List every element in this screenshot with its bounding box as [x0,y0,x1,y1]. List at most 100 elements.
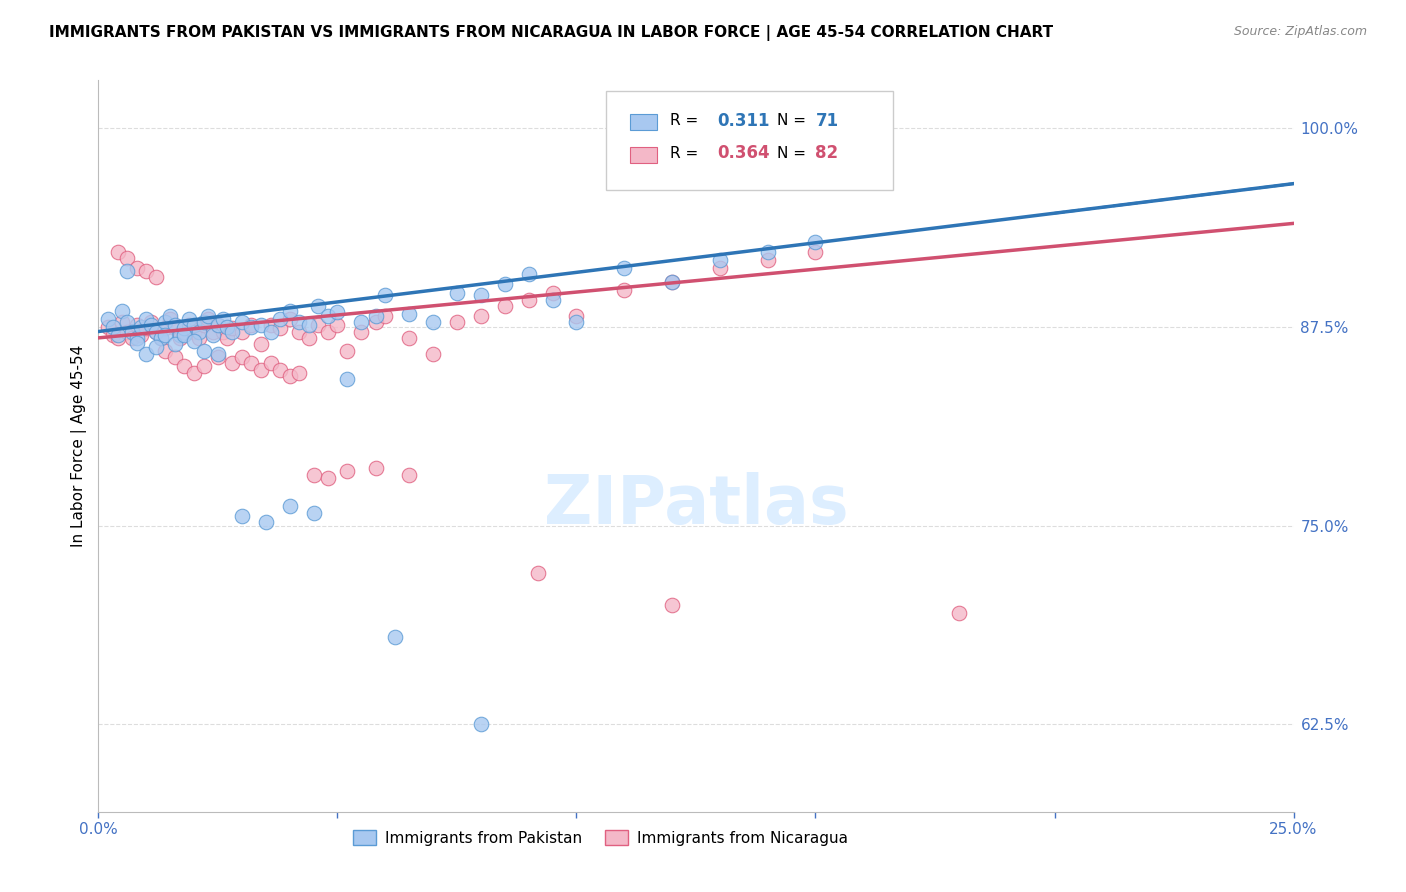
Point [111,315,134,329]
Point [107,331,129,345]
Legend: Immigrants from Pakistan, Immigrants from Nicaragua: Immigrants from Pakistan, Immigrants fro… [347,823,853,852]
Point [374,309,396,323]
Point [288,366,311,380]
Point [307,299,329,313]
Point [202,327,225,342]
Point [269,321,291,335]
Point [446,286,468,301]
Point [661,275,683,289]
Point [169,331,191,345]
Y-axis label: In Labor Force | Age 45-54: In Labor Force | Age 45-54 [72,345,87,547]
Point [613,283,636,297]
Point [278,303,301,318]
Point [155,315,177,329]
Point [326,305,349,319]
Point [804,235,827,250]
Point [541,293,564,307]
Point [517,293,540,307]
Point [145,325,167,339]
Point [115,315,138,329]
Point [107,245,129,260]
Point [240,318,263,333]
Point [101,327,124,342]
Point [169,327,191,342]
Point [207,318,229,333]
Point [316,325,339,339]
Point [398,331,420,345]
Point [250,318,273,333]
Text: ZIPatlas: ZIPatlas [544,472,848,538]
Point [159,309,181,323]
Point [135,321,157,335]
Point [446,315,468,329]
Point [517,267,540,281]
Point [115,252,138,266]
Point [197,311,219,326]
Point [163,350,186,364]
Point [422,347,444,361]
Bar [630,114,657,130]
Point [121,331,143,345]
Point [115,264,138,278]
Point [211,325,233,339]
Point [135,264,157,278]
Point [384,630,406,644]
Point [173,359,195,374]
Point [302,467,325,482]
Point [97,319,120,334]
Point [145,270,167,285]
Point [565,315,588,329]
Point [804,245,827,260]
Point [565,309,588,323]
Point [661,275,683,289]
Point [269,311,291,326]
Text: Source: ZipAtlas.com: Source: ZipAtlas.com [1233,25,1367,38]
Point [155,327,177,342]
Point [221,325,243,339]
Point [326,318,349,333]
Point [278,500,301,514]
Point [163,337,186,351]
Point [298,318,321,333]
Point [231,325,253,339]
Point [259,318,281,333]
Text: 0.311: 0.311 [717,112,770,129]
Point [183,318,205,333]
Point [350,315,373,329]
Point [316,471,339,485]
Point [278,311,301,326]
Point [159,311,181,326]
Point [179,318,201,333]
Text: R =: R = [669,146,703,161]
Point [145,340,167,354]
Point [211,311,233,326]
Point [231,508,253,523]
Text: IMMIGRANTS FROM PAKISTAN VS IMMIGRANTS FROM NICARAGUA IN LABOR FORCE | AGE 45-54: IMMIGRANTS FROM PAKISTAN VS IMMIGRANTS F… [49,25,1053,41]
Point [288,315,311,329]
Point [948,606,970,620]
Point [756,252,779,267]
Point [121,325,143,339]
Point [364,309,387,323]
Point [139,318,162,333]
Point [217,319,239,334]
Point [135,347,157,361]
Point [139,315,162,329]
Point [350,325,373,339]
Point [125,335,148,350]
Point [336,343,359,358]
Point [207,350,229,364]
Text: 82: 82 [815,145,838,162]
Point [494,277,516,291]
Point [163,321,186,335]
Point [398,467,420,482]
Point [288,325,311,339]
Point [336,372,359,386]
Point [115,325,138,339]
Point [183,366,205,380]
Point [661,598,683,612]
Point [107,327,129,342]
Point [470,717,492,731]
Bar [630,147,657,163]
Point [163,318,186,333]
